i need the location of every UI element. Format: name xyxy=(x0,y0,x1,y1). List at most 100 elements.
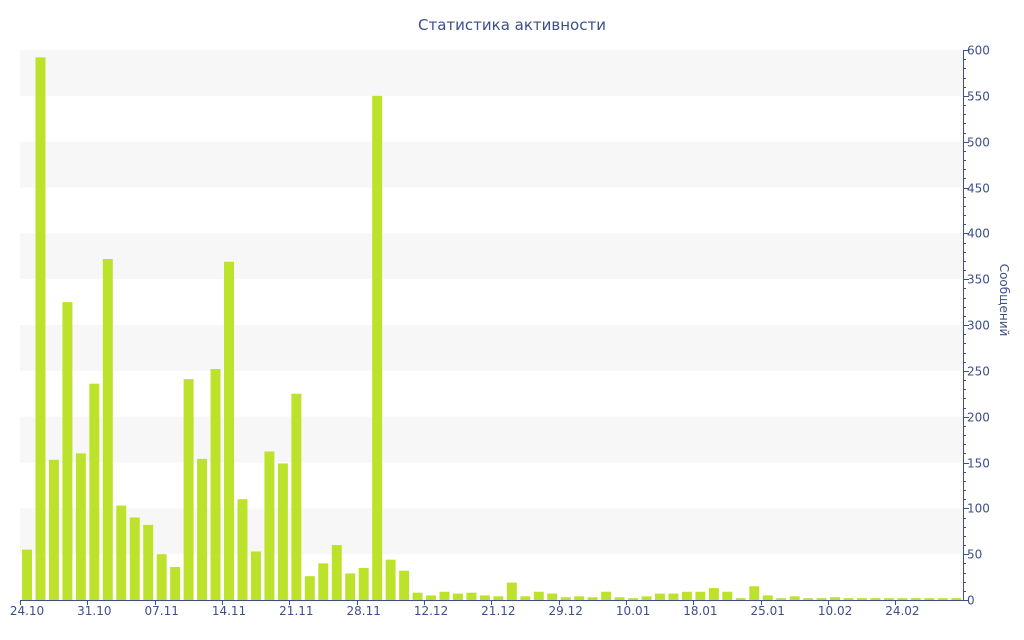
bar[interactable] xyxy=(304,576,315,600)
grid-band xyxy=(20,416,963,463)
y-tick-label: 550 xyxy=(967,90,990,104)
bar[interactable] xyxy=(708,588,719,600)
bar[interactable] xyxy=(183,379,194,600)
bar[interactable] xyxy=(601,591,612,600)
bar[interactable] xyxy=(870,598,881,600)
bar[interactable] xyxy=(668,593,679,600)
y-tick-label: 600 xyxy=(967,44,990,58)
bar[interactable] xyxy=(641,596,652,600)
y-tick-label: 50 xyxy=(967,548,982,562)
bar[interactable] xyxy=(385,559,396,600)
bar[interactable] xyxy=(722,591,733,600)
bar[interactable] xyxy=(830,597,841,600)
bar[interactable] xyxy=(143,524,154,600)
bar[interactable] xyxy=(345,573,356,600)
y-axis-title: Сообщений xyxy=(997,264,1011,337)
bar[interactable] xyxy=(439,591,450,600)
bar[interactable] xyxy=(493,596,504,600)
grid-band xyxy=(20,141,963,188)
bar[interactable] xyxy=(156,554,167,600)
bar[interactable] xyxy=(816,598,827,600)
bar[interactable] xyxy=(883,598,894,600)
bar[interactable] xyxy=(250,551,261,600)
bar[interactable] xyxy=(897,598,908,600)
bar[interactable] xyxy=(466,592,477,600)
bar[interactable] xyxy=(277,463,288,600)
bar[interactable] xyxy=(560,597,571,600)
bar[interactable] xyxy=(520,596,531,600)
bar[interactable] xyxy=(210,369,221,600)
bar[interactable] xyxy=(89,383,100,600)
bar[interactable] xyxy=(587,597,598,600)
bar[interactable] xyxy=(318,563,329,600)
grid-band xyxy=(20,508,963,555)
bar[interactable] xyxy=(547,593,558,600)
bar[interactable] xyxy=(614,597,625,600)
grid-band xyxy=(20,325,963,371)
x-tick-label: 31.10 xyxy=(77,604,111,618)
bar[interactable] xyxy=(762,595,773,600)
bar[interactable] xyxy=(789,596,800,600)
bar[interactable] xyxy=(655,593,665,600)
bar[interactable] xyxy=(291,393,302,600)
bar[interactable] xyxy=(22,549,32,600)
bar[interactable] xyxy=(910,598,921,600)
x-tick-label: 21.11 xyxy=(279,604,313,618)
bar[interactable] xyxy=(331,545,342,600)
x-tick-label: 10.02 xyxy=(818,604,852,618)
bar[interactable] xyxy=(776,598,787,600)
bar[interactable] xyxy=(452,593,463,600)
x-tick-label: 29.12 xyxy=(549,604,583,618)
x-tick-label: 12.12 xyxy=(414,604,448,618)
y-tick-label: 100 xyxy=(967,502,990,516)
bar[interactable] xyxy=(749,586,760,600)
y-tick-label: 250 xyxy=(967,365,990,379)
bar[interactable] xyxy=(412,592,423,600)
bar[interactable] xyxy=(129,517,140,601)
x-tick-label: 18.01 xyxy=(683,604,717,618)
y-tick-label: 200 xyxy=(967,411,990,425)
bar[interactable] xyxy=(506,582,517,600)
bar[interactable] xyxy=(197,458,208,600)
bar[interactable] xyxy=(426,595,437,600)
y-tick-label: 0 xyxy=(967,594,975,608)
bar[interactable] xyxy=(924,598,935,600)
bar[interactable] xyxy=(102,259,113,600)
bar[interactable] xyxy=(237,499,248,600)
x-tick-label: 24.10 xyxy=(10,604,44,618)
bar[interactable] xyxy=(399,570,410,600)
x-tick-label: 21.12 xyxy=(481,604,515,618)
bar[interactable] xyxy=(75,453,86,600)
grid-band xyxy=(20,233,963,280)
bar[interactable] xyxy=(224,261,234,600)
bar[interactable] xyxy=(951,598,962,600)
y-tick-label: 300 xyxy=(967,319,990,333)
bar[interactable] xyxy=(803,598,814,600)
bar[interactable] xyxy=(681,591,692,600)
bar[interactable] xyxy=(264,451,275,601)
bar[interactable] xyxy=(116,505,127,600)
bar[interactable] xyxy=(533,591,544,600)
bar[interactable] xyxy=(358,567,369,600)
chart-title: Статистика активности xyxy=(418,16,606,34)
bar[interactable] xyxy=(735,598,746,600)
x-tick-label: 07.11 xyxy=(144,604,178,618)
y-tick-label: 450 xyxy=(967,182,990,196)
bar[interactable] xyxy=(857,598,867,600)
bar[interactable] xyxy=(574,596,585,600)
bar[interactable] xyxy=(937,598,948,600)
bar[interactable] xyxy=(372,95,383,600)
y-tick-label: 350 xyxy=(967,273,990,287)
bar[interactable] xyxy=(35,57,46,600)
bar[interactable] xyxy=(628,598,639,600)
bar[interactable] xyxy=(170,567,181,600)
bar[interactable] xyxy=(843,598,854,600)
x-tick-label: 10.01 xyxy=(616,604,650,618)
x-tick-label: 14.11 xyxy=(212,604,246,618)
bar[interactable] xyxy=(479,595,490,600)
bar[interactable] xyxy=(48,459,59,600)
y-tick-label: 400 xyxy=(967,227,990,241)
bar[interactable] xyxy=(695,591,706,600)
bar[interactable] xyxy=(62,302,73,600)
